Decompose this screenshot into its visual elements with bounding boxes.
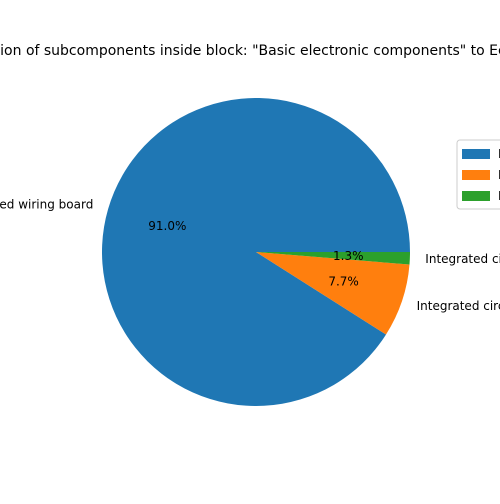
legend-swatch-0: [462, 149, 490, 159]
slices-layer: [101, 98, 410, 407]
pie-category-label-0: Printed wiring board: [0, 198, 93, 212]
chart-title: Contribution of subcomponents inside blo…: [0, 43, 500, 59]
labels-layer: 91.0% Printed wiring board 7.7% Integrated …: [0, 198, 500, 313]
pie-pct-label-2: 1.3%: [333, 249, 364, 263]
pie-category-label-2: Integrated circuits: [425, 252, 500, 266]
pie-pct-label-0: 91.0%: [148, 219, 186, 233]
legend-swatch-2: [462, 191, 490, 201]
legend-label-0: Printed wiring board: [498, 147, 500, 161]
pie-pct-label-1: 7.7%: [328, 274, 359, 288]
legend-label-1: Integrated circuits: [498, 168, 500, 182]
pie-slice-2: [256, 252, 410, 265]
legend-swatch-1: [462, 170, 490, 180]
pie-slice-1: [256, 252, 410, 335]
pie-slice-0: [101, 98, 410, 407]
legend-label-2: Integrated circuits: [498, 189, 500, 203]
pie-category-label-1: Integrated circuits: [417, 299, 500, 313]
legend: Printed wiring board Integrated circuits I…: [456, 139, 500, 210]
